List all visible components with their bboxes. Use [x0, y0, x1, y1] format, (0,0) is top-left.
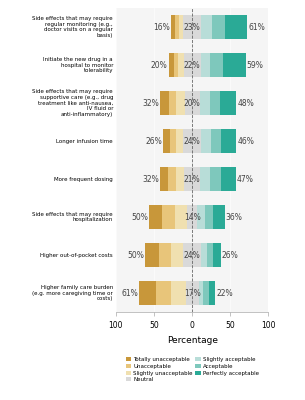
Bar	[171, 243, 183, 267]
Text: 20%: 20%	[151, 60, 168, 70]
Bar	[201, 129, 211, 153]
Text: 32%: 32%	[142, 174, 159, 184]
Text: 48%: 48%	[237, 98, 254, 108]
Text: 61%: 61%	[122, 288, 138, 298]
Bar	[176, 167, 184, 191]
Bar	[205, 205, 213, 229]
Text: 23%: 23%	[184, 22, 200, 32]
Bar	[156, 281, 171, 305]
Bar	[203, 281, 209, 305]
Bar	[198, 205, 205, 229]
Bar	[210, 91, 220, 115]
Bar	[178, 53, 184, 77]
Bar	[183, 243, 201, 267]
Text: 24%: 24%	[184, 136, 200, 146]
Bar	[175, 15, 179, 39]
Bar	[221, 129, 236, 153]
Bar	[168, 91, 176, 115]
Text: 61%: 61%	[248, 22, 265, 32]
Bar	[186, 281, 199, 305]
X-axis label: Percentage: Percentage	[167, 336, 218, 344]
Bar	[212, 15, 224, 39]
Bar	[221, 167, 236, 191]
Text: 16%: 16%	[154, 22, 170, 32]
Bar	[171, 281, 186, 305]
Text: 46%: 46%	[237, 136, 254, 146]
Bar	[224, 15, 247, 39]
Bar	[163, 129, 170, 153]
Bar	[184, 53, 201, 77]
Bar	[210, 167, 221, 191]
Text: 26%: 26%	[222, 250, 239, 260]
Bar	[174, 205, 187, 229]
Bar	[160, 91, 168, 115]
Bar	[174, 53, 178, 77]
Bar	[200, 53, 210, 77]
Bar	[168, 53, 174, 77]
Bar	[184, 167, 200, 191]
Bar	[162, 205, 174, 229]
Text: 59%: 59%	[246, 60, 263, 70]
Bar	[210, 53, 223, 77]
Bar	[139, 281, 156, 305]
Bar	[213, 205, 225, 229]
Bar	[200, 167, 210, 191]
Bar	[201, 15, 212, 39]
Bar	[176, 91, 185, 115]
Text: 50%: 50%	[131, 212, 148, 222]
Bar	[171, 15, 175, 39]
Text: 36%: 36%	[226, 212, 242, 222]
Bar	[179, 15, 183, 39]
Bar	[223, 53, 246, 77]
Bar	[183, 15, 201, 39]
Text: 22%: 22%	[216, 288, 233, 298]
Text: 26%: 26%	[146, 136, 162, 146]
Bar	[183, 129, 201, 153]
Bar	[199, 281, 203, 305]
Text: 47%: 47%	[237, 174, 254, 184]
Bar	[214, 243, 221, 267]
Text: 50%: 50%	[127, 250, 144, 260]
Bar	[176, 129, 183, 153]
Text: 14%: 14%	[184, 212, 200, 222]
Bar	[168, 167, 176, 191]
Bar	[170, 129, 176, 153]
Text: 17%: 17%	[184, 288, 200, 298]
Bar	[159, 243, 171, 267]
Bar	[160, 167, 168, 191]
Text: 24%: 24%	[184, 250, 200, 260]
Text: 22%: 22%	[184, 60, 200, 70]
Text: 32%: 32%	[143, 98, 159, 108]
Bar	[201, 243, 207, 267]
Bar	[200, 91, 210, 115]
Bar	[209, 281, 215, 305]
Legend: Totally unacceptable, Unacceptable, Slightly unacceptable, Neutral, Slightly acc: Totally unacceptable, Unacceptable, Slig…	[126, 357, 259, 382]
Bar	[145, 243, 159, 267]
Bar	[149, 205, 162, 229]
Text: 21%: 21%	[184, 174, 200, 184]
Bar	[187, 205, 197, 229]
Text: 20%: 20%	[184, 98, 200, 108]
Bar	[185, 91, 200, 115]
Bar	[211, 129, 221, 153]
Bar	[220, 91, 236, 115]
Bar	[207, 243, 213, 267]
